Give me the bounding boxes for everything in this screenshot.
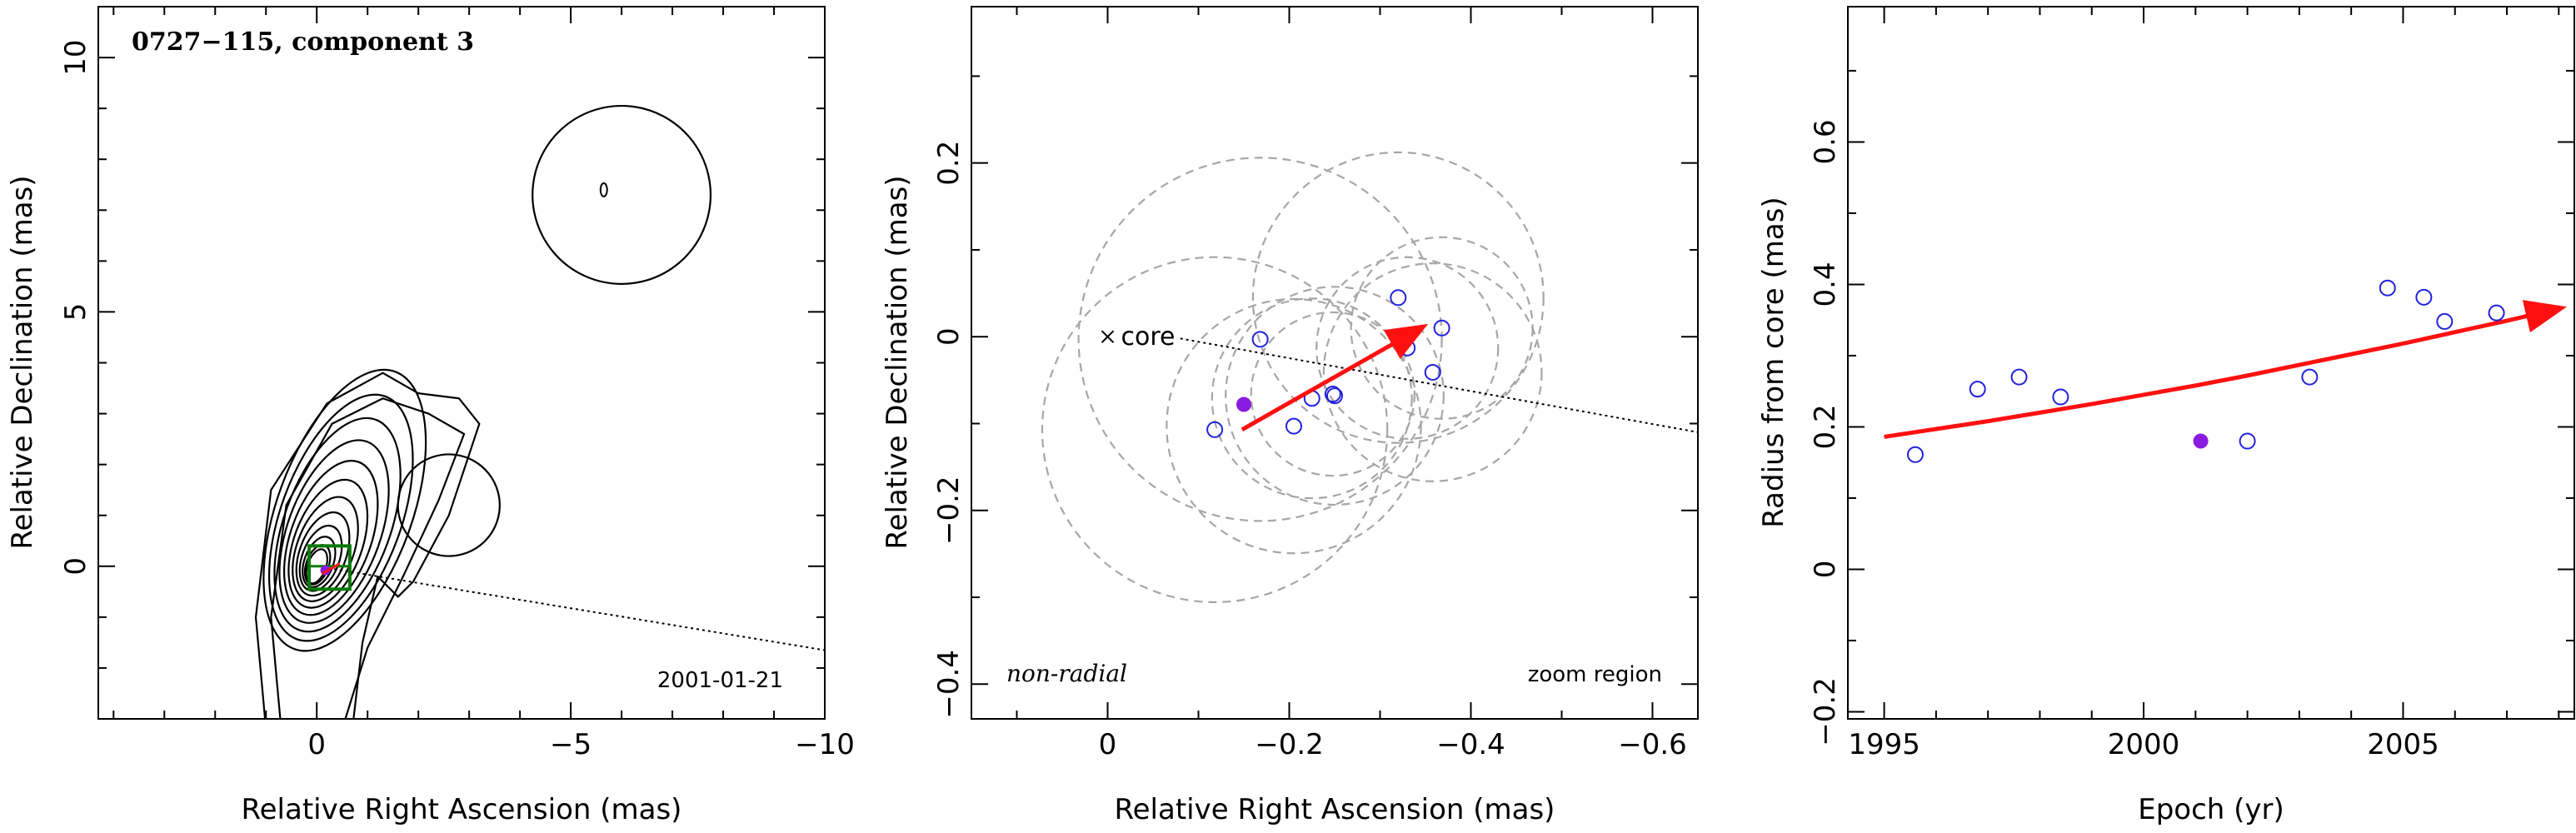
panel-2-frame (971, 6, 1699, 720)
x-tick-label: −0.2 (1255, 728, 1324, 761)
panel-3-ticks: 1995 2000 2005 −0.2 0 0.2 0.4 0.6 (1809, 7, 2574, 761)
secondary-contour (397, 453, 501, 557)
data-point-open (2436, 312, 2454, 330)
x-tick-label: −10 (795, 728, 855, 761)
error-circle (1251, 151, 1545, 444)
panel-1-contour-map: 0 −5 −10 0 5 10 0727−115, component 3 2001-01… (6, 6, 855, 826)
panel-3-frame (1847, 6, 2575, 720)
data-point-open (1206, 421, 1224, 438)
x-tick-label: 2000 (2108, 728, 2180, 761)
core-marker (1101, 330, 1115, 343)
y-tick-label: −0.4 (932, 650, 966, 719)
y-tick-label: 10 (59, 39, 92, 75)
panel-2-y-axis-label: Relative Declination (mas) (881, 175, 914, 549)
panel-1-x-axis-label: Relative Right Ascension (mas) (242, 793, 682, 826)
contour-level (267, 393, 414, 642)
data-point-open (1251, 331, 1269, 348)
x-tick-label: 2005 (2367, 728, 2439, 761)
data-point-open (1433, 319, 1450, 337)
y-tick-label: 0.2 (1809, 404, 1842, 449)
outer-contour-2 (270, 397, 466, 719)
panel-3-x-axis-label: Epoch (yr) (2138, 793, 2284, 826)
error-circle (1250, 311, 1416, 477)
y-tick-label: 5 (59, 303, 92, 322)
panel-2-ticks: 0 −0.2 −0.4 −0.6 −0.4 −0.2 0 0.2 (932, 7, 1698, 761)
y-tick-label: 0.6 (1809, 119, 1842, 164)
isolated-contour-peak (599, 182, 608, 197)
contour-level (282, 460, 379, 616)
data-point-open (2415, 288, 2433, 306)
contour-level (262, 368, 427, 652)
y-tick-label: 0 (1809, 561, 1842, 579)
fit-curve-arrow (1884, 300, 2568, 439)
panel-1-date-label: 2001-01-21 (657, 668, 783, 693)
error-circle (1211, 297, 1413, 500)
component-motion-marker (321, 562, 341, 576)
outer-contour (254, 372, 481, 719)
motion-arrow (1241, 323, 1429, 431)
x-tick-label: 1995 (1848, 728, 1920, 761)
x-tick-label: −5 (550, 728, 592, 761)
panel-3-y-axis-label: Radius from core (mas) (1757, 197, 1790, 527)
error-circle (1077, 157, 1443, 522)
contour-level (292, 496, 359, 602)
panel-1-overlays (307, 544, 826, 651)
data-point-open (2010, 368, 2028, 386)
zoom-region-box (307, 544, 352, 591)
data-point-open (1906, 446, 1924, 463)
error-circle (1166, 297, 1422, 555)
contour-level (273, 416, 402, 633)
core-label: core (1121, 322, 1176, 352)
ridge-line (317, 565, 826, 651)
data-point-open (2488, 304, 2505, 322)
data-point-open (1424, 363, 1441, 381)
panel-2-marks: core (1101, 289, 1698, 438)
panel-2-x-axis-label: Relative Right Ascension (mas) (1115, 793, 1555, 826)
data-point-open (2239, 432, 2256, 450)
data-point-open (1324, 386, 1341, 403)
contour-map (254, 104, 712, 719)
contour-level (295, 511, 351, 597)
x-tick-label: 0 (1099, 728, 1117, 761)
data-point-open (2052, 388, 2069, 406)
data-point-open (2301, 368, 2319, 386)
data-point-filled (2193, 433, 2209, 449)
y-tick-label: 0 (932, 327, 966, 346)
contour-level (278, 439, 390, 624)
panel-1-y-axis-label: Relative Declination (mas) (6, 175, 39, 549)
panel-2-annotation-non-radial: non-radial (1006, 660, 1127, 687)
error-circle (1225, 286, 1445, 506)
data-point-open (1399, 339, 1416, 357)
panel-1-ticks: 0 −5 −10 0 5 10 (59, 6, 855, 761)
panel-1-title: 0727−115, component 3 (132, 27, 474, 57)
error-circle (1041, 256, 1389, 603)
panel-2-zoom-scatter: core 0 −0.2 −0.4 −0.6 −0.4 −0.2 0 0.2 non-radia… (881, 6, 1699, 826)
panel-3-marks (1884, 279, 2568, 463)
data-point-open (1969, 381, 1986, 398)
y-tick-label: −0.2 (932, 476, 966, 545)
error-circle (1315, 256, 1500, 440)
x-tick-label: −0.4 (1436, 728, 1505, 761)
y-tick-label: 0.2 (932, 141, 966, 186)
error-circle (1322, 262, 1543, 482)
data-point-open (1390, 289, 1407, 307)
isolated-contour (532, 104, 712, 285)
ridge-line (1180, 337, 1698, 433)
data-point-open (1326, 387, 1343, 405)
y-tick-label: −0.2 (1809, 677, 1842, 746)
error-circle (1350, 236, 1534, 420)
y-tick-label: 0.4 (1809, 262, 1842, 307)
panel-3-radius-vs-epoch: 1995 2000 2005 −0.2 0 0.2 0.4 0.6 Epoch (yr) Ra… (1757, 6, 2575, 826)
panel-1-frame (97, 6, 826, 720)
data-point-filled (1236, 397, 1251, 412)
panel-2-annotation-zoom-region: zoom region (1528, 662, 1662, 687)
error-circles (1041, 151, 1545, 603)
data-point-open (1285, 417, 1302, 435)
data-point-open (2379, 279, 2396, 297)
contour-level (287, 478, 369, 609)
y-tick-label: 0 (59, 557, 92, 576)
x-tick-label: −0.6 (1618, 728, 1687, 761)
x-tick-label: 0 (307, 728, 326, 761)
